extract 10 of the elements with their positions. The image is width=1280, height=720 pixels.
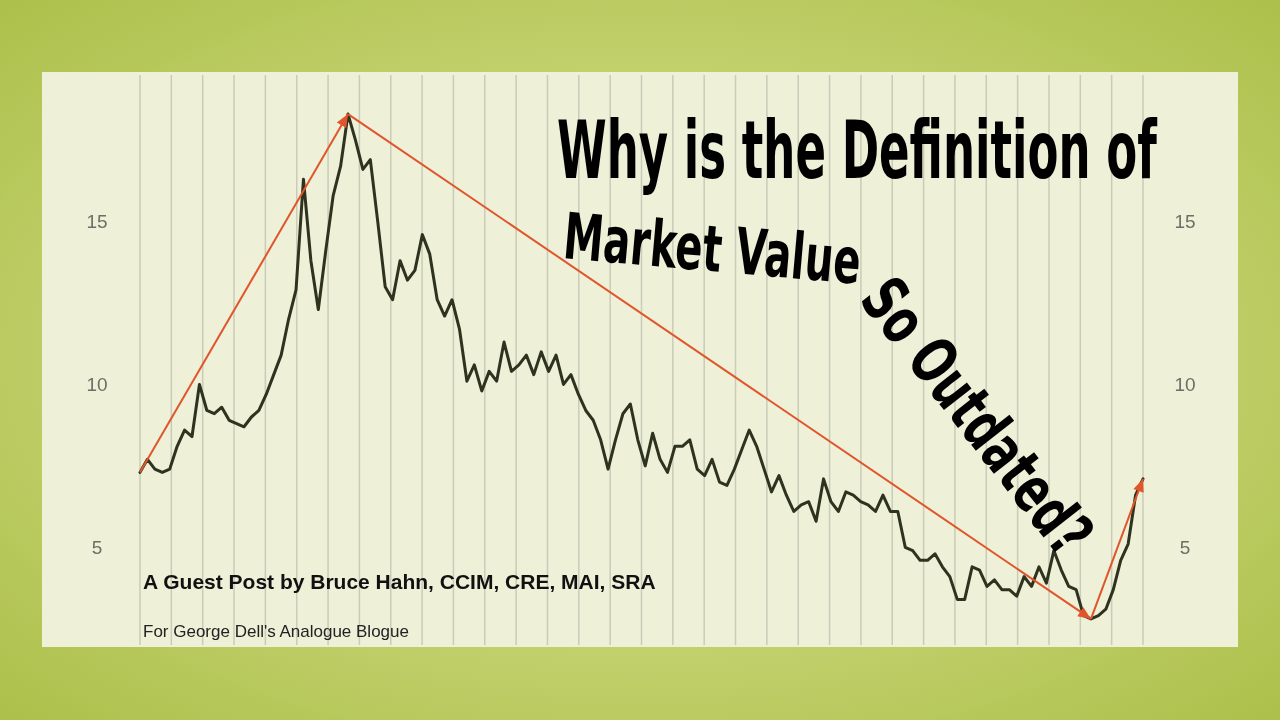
chart-title: Why is the Definition of <box>557 104 1158 197</box>
y-tick-label: 5 <box>91 536 103 558</box>
annotation: For George Dell's Analogue Blogue <box>143 622 409 641</box>
y2-tick-label: 5 <box>1179 536 1191 558</box>
y2-tick-label: 10 <box>1174 374 1196 396</box>
y-tick-label: 10 <box>86 374 108 396</box>
y2-tick-label: 15 <box>1174 211 1196 233</box>
annotation: A Guest Post by Bruce Hahn, CCIM, CRE, MAI, SRA <box>143 570 656 593</box>
annotation: Market Value <box>560 198 865 300</box>
y-tick-label: 15 <box>86 211 108 233</box>
